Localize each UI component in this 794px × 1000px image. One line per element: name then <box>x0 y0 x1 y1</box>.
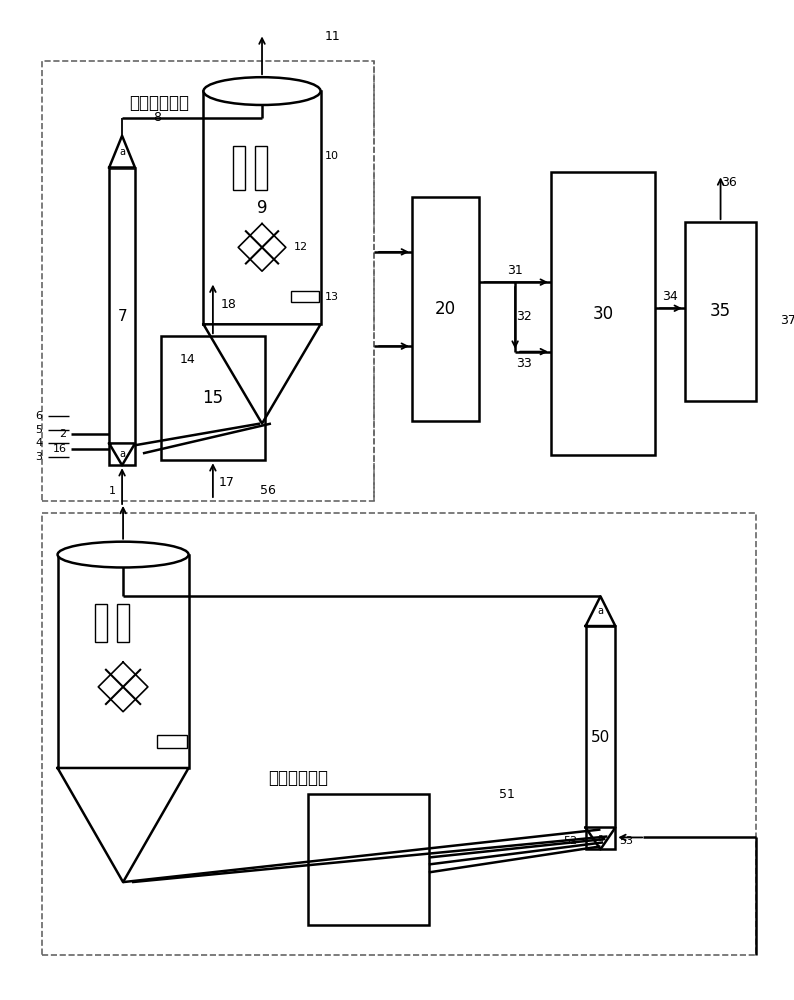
Text: 15: 15 <box>202 389 223 407</box>
Bar <box>157 735 187 748</box>
Text: 51: 51 <box>499 788 515 801</box>
Text: 11: 11 <box>325 30 341 43</box>
Text: 第二催化单元: 第二催化单元 <box>268 769 328 787</box>
Text: 20: 20 <box>435 300 457 318</box>
Polygon shape <box>586 828 615 849</box>
Text: 9: 9 <box>256 199 268 217</box>
Bar <box>42 513 757 955</box>
Text: 4: 4 <box>36 438 43 448</box>
Text: 17: 17 <box>219 476 235 489</box>
Text: 6: 6 <box>36 411 43 421</box>
Bar <box>308 794 429 925</box>
Bar <box>161 336 265 460</box>
Bar <box>110 168 135 465</box>
Text: 56: 56 <box>260 484 276 497</box>
Bar <box>233 146 245 190</box>
Text: a: a <box>597 833 603 843</box>
Text: 7: 7 <box>118 309 127 324</box>
Bar <box>412 197 480 421</box>
Bar <box>291 291 318 302</box>
Text: a: a <box>597 606 603 616</box>
Text: 第一催化单元: 第一催化单元 <box>129 94 189 112</box>
Text: 34: 34 <box>662 290 678 303</box>
Text: 53: 53 <box>619 836 634 846</box>
Bar <box>118 604 129 642</box>
Text: 18: 18 <box>221 298 237 311</box>
Polygon shape <box>110 136 135 168</box>
Text: 14: 14 <box>179 353 195 366</box>
Text: 13: 13 <box>325 292 338 302</box>
Bar <box>255 146 267 190</box>
Text: 2: 2 <box>60 429 67 439</box>
Polygon shape <box>110 443 135 465</box>
Bar <box>685 222 757 401</box>
Text: 8: 8 <box>153 111 161 124</box>
Text: 5: 5 <box>36 425 43 435</box>
Polygon shape <box>203 324 321 424</box>
Text: 31: 31 <box>507 264 523 277</box>
Bar <box>58 555 189 768</box>
Bar <box>42 61 374 501</box>
Text: 12: 12 <box>294 242 308 252</box>
Text: 50: 50 <box>591 730 610 745</box>
Bar <box>586 626 615 849</box>
Polygon shape <box>586 596 615 626</box>
Bar <box>203 91 321 324</box>
Text: 30: 30 <box>592 305 614 323</box>
Text: 33: 33 <box>516 357 532 370</box>
Text: 32: 32 <box>516 310 532 323</box>
Ellipse shape <box>58 542 189 567</box>
Text: 35: 35 <box>710 302 731 320</box>
Bar <box>551 172 655 455</box>
Text: 52: 52 <box>564 836 578 846</box>
Text: 1: 1 <box>109 486 116 496</box>
Text: 10: 10 <box>325 151 338 161</box>
Text: a: a <box>119 147 125 157</box>
Polygon shape <box>58 768 189 882</box>
Text: 3: 3 <box>36 452 43 462</box>
Text: 36: 36 <box>721 176 736 189</box>
Ellipse shape <box>203 77 321 105</box>
Text: 37: 37 <box>781 314 794 327</box>
Bar <box>95 604 107 642</box>
Text: a: a <box>119 449 125 459</box>
Text: 16: 16 <box>52 444 67 454</box>
